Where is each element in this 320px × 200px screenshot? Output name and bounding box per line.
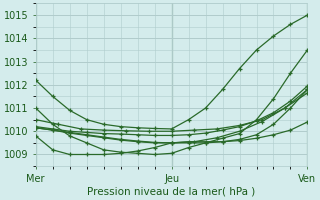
X-axis label: Pression niveau de la mer( hPa ): Pression niveau de la mer( hPa ) (87, 187, 256, 197)
